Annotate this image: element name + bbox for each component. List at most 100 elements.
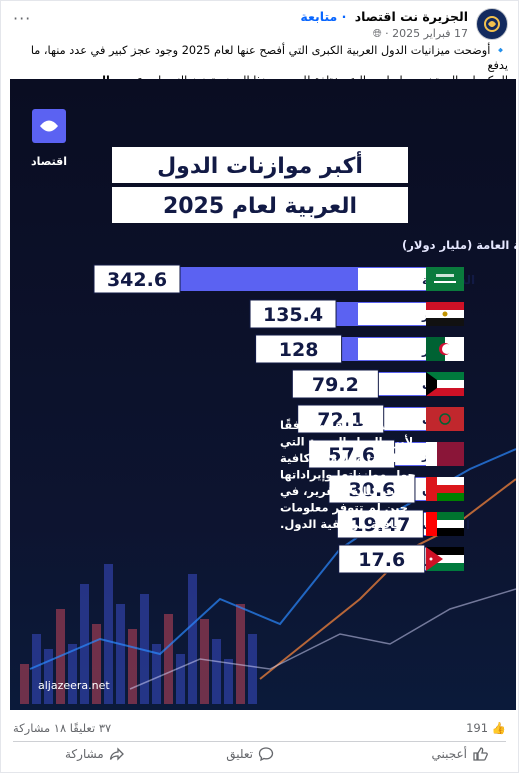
brand-label: اقتصاد <box>31 155 67 168</box>
bar-row: السعودية342.6 <box>93 264 475 294</box>
title-box-2 <box>112 187 408 223</box>
post-date[interactable]: 17 فبراير 2025 · <box>385 27 468 40</box>
reactions-count[interactable]: 👍 191 <box>466 721 506 735</box>
skyline-bar <box>44 649 53 704</box>
skyline-bar <box>176 654 185 704</box>
oman-flag-icon <box>426 477 464 501</box>
page-name[interactable]: الجزيرة نت اقتصاد <box>354 9 468 24</box>
share-icon <box>109 747 124 761</box>
skyline-bar <box>140 594 149 704</box>
watermark: aljazeera.net <box>38 679 110 692</box>
skyline-bar <box>236 604 245 704</box>
country-plate <box>358 303 426 325</box>
note-line: كافية عن بقية الدول. <box>280 517 401 532</box>
value-box <box>338 544 426 574</box>
skyline-bar <box>116 604 125 704</box>
value-box <box>308 439 396 469</box>
share-button[interactable]: مشاركة <box>65 746 125 762</box>
like-reaction-icon: 👍 <box>491 721 506 735</box>
value-label: 72.1 <box>317 409 364 431</box>
globe-icon: 🌐︎ <box>372 27 382 40</box>
bar-row: الكويت79.2 <box>291 369 464 399</box>
algeria-flag-icon <box>426 337 464 361</box>
value-box <box>249 299 337 329</box>
bar-row: الجزائر128 <box>255 334 464 364</box>
comment-label: تعليق <box>226 747 253 761</box>
skyline-bar <box>200 619 209 704</box>
chart-note: ملحوظة: القائمة وفقًا لأبرز الدول العربية… <box>280 418 416 532</box>
value-label: 19.47 <box>350 514 410 536</box>
bar-row: المغرب72.1 <box>297 404 465 434</box>
skyline-bar <box>152 644 161 704</box>
bar-row: عُمان30.6 <box>328 474 464 504</box>
budget-chart: اقتصاد أكبر موازنات الدول العربية لعام 2… <box>10 79 516 710</box>
skyline-bar <box>212 639 221 704</box>
trend-line-white <box>129 588 516 690</box>
skyline-bar <box>128 629 137 704</box>
value-label: 17.6 <box>358 549 405 571</box>
value-label: 342.6 <box>107 269 167 291</box>
skyline-bar <box>164 614 173 704</box>
post-stats: 👍 191 ٣٧ تعليقًا ١٨ مشاركة <box>13 721 506 739</box>
jordan-flag-icon <box>426 547 464 571</box>
infographic-image[interactable]: اقتصاد أكبر موازنات الدول العربية لعام 2… <box>10 79 516 710</box>
aljazeera-brand-logo: اقتصاد <box>31 109 67 168</box>
value-box <box>328 474 416 504</box>
aljazeera-logo-icon <box>484 16 500 32</box>
post-header: الجزيرة نت اقتصاد · متابعة 17 فبراير 202… <box>11 7 508 41</box>
qatar-flag-icon <box>426 442 464 466</box>
bar-row: الأردن17.6 <box>338 544 464 574</box>
bar-row: قطر57.6 <box>308 439 464 469</box>
skyline-bar <box>104 564 113 704</box>
post-meta: 17 فبراير 2025 · 🌐︎ <box>373 27 468 41</box>
note-line: حين لم تتوفر معلومات <box>280 501 408 516</box>
skyline-bar <box>20 664 29 704</box>
page-avatar[interactable] <box>476 8 508 40</box>
chart-title-line-1: أكبر موازنات الدول <box>157 150 363 179</box>
value-label: 128 <box>279 339 319 361</box>
country-plate <box>358 338 426 360</box>
chart-title-line-2: العربية لعام 2025 <box>163 194 357 219</box>
uae-flag-icon <box>426 512 464 536</box>
page-name-row: الجزيرة نت اقتصاد · متابعة <box>300 9 468 24</box>
skyline-bar <box>224 659 233 704</box>
value-box <box>297 404 385 434</box>
like-button[interactable]: أعجبني <box>432 746 488 762</box>
skyline-bar <box>32 634 41 704</box>
egypt-flag-icon <box>426 302 464 326</box>
value-label: 135.4 <box>263 304 323 326</box>
follow-button[interactable]: · متابعة <box>300 9 347 24</box>
likes-number: 191 <box>466 721 489 735</box>
skyline-bar <box>92 624 101 704</box>
skyline-bar <box>68 644 77 704</box>
comment-button[interactable]: تعليق <box>226 746 274 762</box>
comment-icon <box>258 747 274 762</box>
value-label: 57.6 <box>328 444 375 466</box>
kuwait-flag-icon <box>426 372 464 396</box>
note-line: وقت كتابة التقرير، في <box>280 484 409 499</box>
morocco-flag-icon <box>426 407 464 431</box>
share-label: مشاركة <box>65 747 104 761</box>
caption-line-1: 🔹 أوضحت ميزانيات الدول العربية الكبرى ال… <box>30 44 508 72</box>
value-label: 79.2 <box>312 374 359 396</box>
bar-group: السعودية342.6 مصر135.4 الجزائر128 الكويت79.… <box>93 264 475 574</box>
bar-row: الإمارات19.47 <box>336 509 470 539</box>
comments-shares-count[interactable]: ٣٧ تعليقًا ١٨ مشاركة <box>13 721 112 735</box>
skyline-bar <box>188 574 197 704</box>
value-box <box>291 369 379 399</box>
title-box-1 <box>112 147 408 183</box>
bar-row: مصر135.4 <box>249 299 464 329</box>
value-label: 30.6 <box>349 479 396 501</box>
value-box <box>336 509 424 539</box>
more-options-button[interactable]: ··· <box>13 9 32 28</box>
post-actions: أعجبني تعليق مشاركة <box>13 741 506 767</box>
note-line: لأبرز الدول العربية التي <box>280 435 413 450</box>
skyline-bar <box>248 634 257 704</box>
value-box <box>93 264 181 294</box>
like-label: أعجبني <box>431 747 467 761</box>
note-line: حول موازناتها وإيراداتها <box>280 468 416 483</box>
skyline-bar <box>80 584 89 704</box>
value-box <box>255 334 343 364</box>
note-line: توافرت معلومات كافية <box>280 451 408 466</box>
